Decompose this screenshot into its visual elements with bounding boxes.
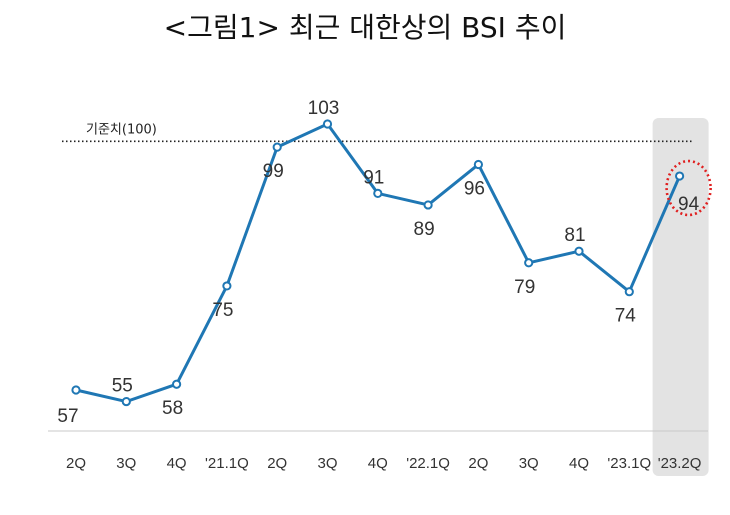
series-line <box>75 122 681 404</box>
tick-label-layer: 2Q 3Q 4Q '21.1Q 2Q 3Q 4Q '22.1Q 2Q 3Q 4Q '23.1Q '23.… <box>66 455 701 472</box>
data-label: 96 <box>464 178 485 199</box>
data-point <box>172 379 182 389</box>
data-label: 103 <box>308 98 340 119</box>
data-label: 91 <box>363 167 384 188</box>
highlight-circle <box>665 159 712 217</box>
series-layer <box>71 119 685 407</box>
data-point <box>373 188 383 198</box>
data-point <box>121 396 131 407</box>
data-label: 79 <box>514 277 535 298</box>
data-label: 57 <box>57 406 78 427</box>
data-label: 58 <box>162 398 183 419</box>
x-tick-label: 2Q <box>66 455 86 472</box>
data-point <box>574 246 584 256</box>
data-point <box>473 159 483 170</box>
x-tick-label: 3Q <box>116 455 136 472</box>
x-tick-label: 3Q <box>317 455 337 472</box>
data-label: 99 <box>263 161 284 182</box>
data-label: 75 <box>212 300 233 321</box>
data-point <box>524 258 534 268</box>
data-point <box>624 287 634 297</box>
x-tick-label: 2Q <box>267 455 287 472</box>
x-tick-label: '23.2Q <box>658 455 702 472</box>
x-tick-label: 4Q <box>167 455 187 472</box>
x-tick-label: '23.1Q <box>607 455 651 472</box>
x-tick-label: 3Q <box>519 455 539 472</box>
x-tick-label: 4Q <box>569 455 589 472</box>
data-point <box>322 119 333 129</box>
data-label: 89 <box>414 219 435 240</box>
data-point <box>222 281 232 291</box>
x-tick-label: '22.1Q <box>406 455 450 472</box>
chart-title: <그림1> 최근 대한상의 BSI 추이 <box>163 11 567 44</box>
data-label: 81 <box>564 225 585 246</box>
data-point <box>423 200 433 210</box>
data-label: 55 <box>112 376 133 397</box>
data-label-layer: 57 55 58 75 99 103 91 89 96 79 81 74 94 <box>57 98 712 427</box>
data-point <box>71 385 81 395</box>
data-label: 94 <box>678 194 700 215</box>
x-tick-label: '21.1Q <box>205 455 249 472</box>
reference-line-label: 기준치(100) <box>86 122 157 137</box>
x-tick-label: 2Q <box>468 455 488 472</box>
data-point <box>675 171 685 181</box>
data-label: 74 <box>615 306 637 327</box>
reference-layer: 기준치(100) <box>62 122 694 143</box>
data-point <box>272 142 282 152</box>
x-tick-label: 4Q <box>368 455 388 472</box>
